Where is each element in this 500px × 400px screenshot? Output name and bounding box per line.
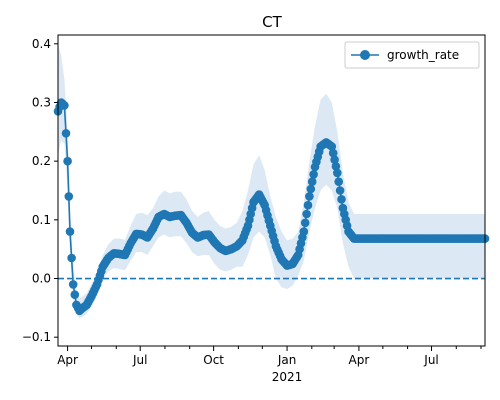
legend-box xyxy=(344,41,480,69)
data-point xyxy=(70,290,80,300)
data-point xyxy=(334,177,344,186)
data-point xyxy=(333,168,342,178)
y-tick-label: 0.1 xyxy=(32,213,51,227)
data-point xyxy=(328,148,338,158)
data-point xyxy=(300,218,310,228)
plot-frame xyxy=(57,34,486,347)
data-point xyxy=(68,280,78,289)
data-point xyxy=(299,227,309,236)
legend-marker xyxy=(360,50,370,60)
y-tick-label: 0.4 xyxy=(32,37,51,51)
x-tick-label: Apr xyxy=(57,353,78,367)
data-point xyxy=(335,186,345,195)
series-markers xyxy=(53,98,490,316)
data-point xyxy=(61,129,71,138)
chart-title: CT xyxy=(262,13,282,31)
data-point xyxy=(305,192,314,201)
y-tick-label: 0.2 xyxy=(32,154,51,168)
data-point xyxy=(307,177,317,186)
legend: growth_rate xyxy=(344,41,480,69)
data-point xyxy=(303,200,313,210)
confidence-band xyxy=(58,43,485,319)
x-axis: Apr Jul Oct Jan Apr Jul 2021 xyxy=(57,346,482,384)
y-axis: −0.1 0.0 0.1 0.2 0.3 0.4 xyxy=(22,37,58,344)
x-tick-label: Oct xyxy=(203,353,224,367)
data-point xyxy=(337,195,346,204)
data-point xyxy=(306,184,316,194)
data-point xyxy=(63,156,72,166)
x-tick-label: Jul xyxy=(423,353,438,367)
x-tick-label: Jan xyxy=(277,353,297,367)
legend-label-growth-rate: growth_rate xyxy=(387,48,459,62)
data-point xyxy=(309,170,318,179)
plot-area xyxy=(53,43,490,319)
data-point xyxy=(64,192,74,201)
x-tick-label: Apr xyxy=(349,353,370,367)
y-tick-label: 0.3 xyxy=(32,95,51,109)
y-tick-label: 0.0 xyxy=(32,272,51,286)
data-point xyxy=(67,253,76,263)
y-tick-label: −0.1 xyxy=(22,330,51,344)
data-point xyxy=(330,155,339,164)
data-point xyxy=(65,227,75,236)
x-year-label: 2021 xyxy=(272,370,303,384)
data-point xyxy=(331,162,341,171)
data-point xyxy=(302,209,311,219)
x-tick-label: Jul xyxy=(132,353,147,367)
data-point xyxy=(327,142,337,151)
data-point xyxy=(60,101,69,110)
